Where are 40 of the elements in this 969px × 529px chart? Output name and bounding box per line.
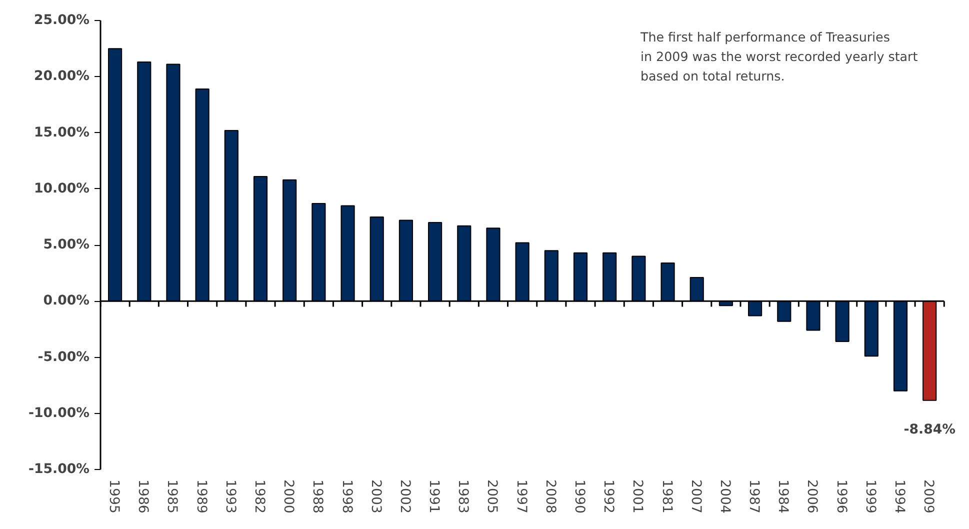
x-tick-label: 2006 <box>804 480 820 514</box>
y-tick-label: 5.00% <box>43 238 90 252</box>
x-tick-label: 1989 <box>193 480 208 514</box>
y-tick-label: 15.00% <box>34 125 90 140</box>
x-tick-label: 1983 <box>455 480 470 514</box>
x-tick-label: 2000 <box>280 480 296 514</box>
y-tick-label: -5.00% <box>38 350 90 365</box>
y-tick-label: 10.00% <box>34 181 90 196</box>
x-tick-label: 2007 <box>688 480 703 514</box>
x-tick-label: 1991 <box>426 480 442 514</box>
x-tick-label: 1998 <box>338 480 354 514</box>
x-tick-label: 2009 <box>920 480 936 514</box>
x-tick-label: 1990 <box>572 480 586 514</box>
x-tick-label: 2004 <box>716 480 732 514</box>
x-tick-label: 1985 <box>164 480 180 514</box>
x-tick-label: 1996 <box>833 480 848 514</box>
y-tick-label: 25.00% <box>34 13 90 28</box>
x-tick-label: 2008 <box>542 480 558 514</box>
x-tick-label: 2003 <box>368 480 383 514</box>
x-tick-label: 2005 <box>484 480 500 514</box>
x-tick-label: 1982 <box>252 480 266 514</box>
x-tick-label: 1986 <box>135 480 150 514</box>
x-tick-label: 1992 <box>600 480 616 514</box>
y-tick-label: 0.00% <box>43 294 90 309</box>
x-tick-label: 1984 <box>775 480 790 514</box>
x-tick-label: 2001 <box>630 480 645 514</box>
x-tick-label: 1987 <box>746 480 762 514</box>
y-tick-label: -15.00% <box>28 462 90 477</box>
x-tick-label: 1994 <box>892 480 906 514</box>
x-tick-label: 2002 <box>396 480 412 514</box>
annotation: The first half performance of Treasuries in 2009 was the worst recorded yearly start based on total returns. <box>640 30 918 84</box>
y-tick-label: -10.00% <box>28 406 90 421</box>
x-tick-label: 1999 <box>862 480 878 514</box>
x-tick-label: 1981 <box>658 480 674 514</box>
x-tick-label: 1997 <box>513 480 528 514</box>
x-tick-label: 1993 <box>222 480 238 514</box>
data-label: -8.84% <box>904 422 956 438</box>
y-tick-label: 20.00% <box>34 69 90 84</box>
x-tick-label: 1988 <box>310 480 325 514</box>
x-tick-label: 1995 <box>106 480 122 514</box>
